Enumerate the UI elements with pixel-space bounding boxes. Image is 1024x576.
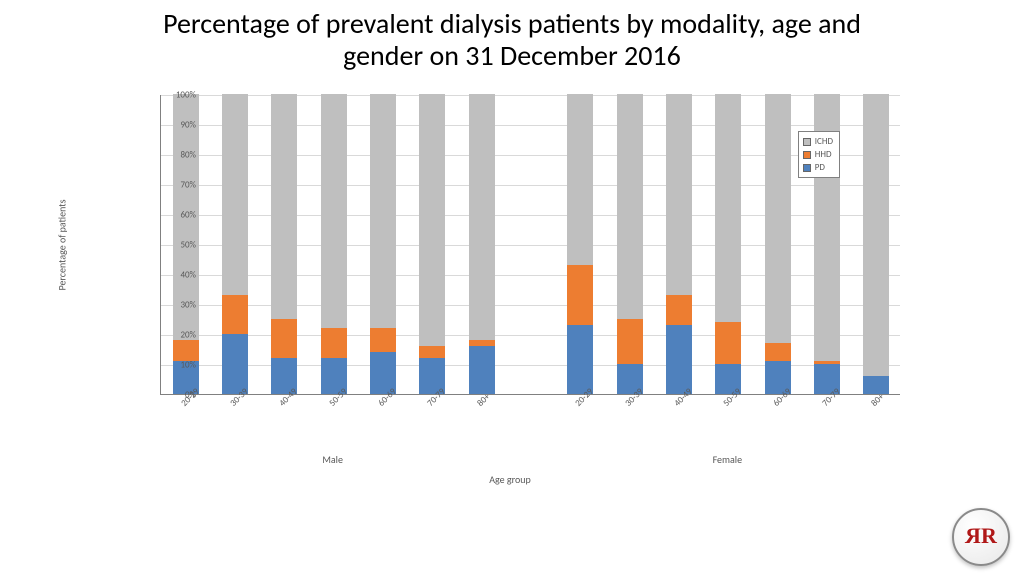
bar-column <box>617 94 643 394</box>
bar-column <box>567 94 593 394</box>
bar-column <box>863 94 889 394</box>
bar-segment-ichd <box>863 94 889 376</box>
y-tick-label: 90% <box>160 120 196 131</box>
bar-segment-hhd <box>469 340 495 346</box>
bar-column <box>419 94 445 394</box>
legend-item-pd: PD <box>803 161 833 174</box>
y-tick-label: 20% <box>160 330 196 341</box>
y-axis-label: Percentage of patients <box>56 199 69 290</box>
bar-segment-hhd <box>814 361 840 364</box>
bar-segment-ichd <box>617 94 643 319</box>
bar-segment-ichd <box>222 94 248 295</box>
bars-layer <box>161 95 900 394</box>
bar-segment-pd <box>666 325 692 394</box>
legend-swatch <box>803 151 811 159</box>
bar-segment-ichd <box>765 94 791 343</box>
bar-segment-hhd <box>321 328 347 358</box>
group-label: Female <box>677 453 777 466</box>
bar-segment-hhd <box>419 346 445 358</box>
bar-column <box>765 94 791 394</box>
bar-segment-hhd <box>271 319 297 358</box>
logo-glyph: RR <box>967 523 995 549</box>
chart-container: Percentage of patients ICHDHHDPD 0%10%20… <box>120 95 900 435</box>
y-tick-label: 10% <box>160 360 196 371</box>
legend-label: PD <box>815 161 825 174</box>
plot-area: ICHDHHDPD <box>160 95 900 395</box>
bar-column <box>469 94 495 394</box>
bar-segment-pd <box>863 376 889 394</box>
legend-item-ichd: ICHD <box>803 135 833 148</box>
bar-column <box>271 94 297 394</box>
title-line-1: Percentage of prevalent dialysis patient… <box>163 6 861 41</box>
bar-segment-hhd <box>173 340 199 361</box>
y-tick-label: 40% <box>160 270 196 281</box>
bar-segment-hhd <box>567 265 593 325</box>
bar-segment-ichd <box>469 94 495 340</box>
bar-segment-ichd <box>715 94 741 322</box>
bar-segment-hhd <box>617 319 643 364</box>
bar-column <box>222 94 248 394</box>
bar-segment-hhd <box>765 343 791 361</box>
bar-segment-hhd <box>222 295 248 334</box>
legend-label: HHD <box>815 148 832 161</box>
group-label: Male <box>283 453 383 466</box>
title-line-2: gender on 31 December 2016 <box>343 38 681 73</box>
bar-segment-ichd <box>567 94 593 265</box>
y-tick-label: 60% <box>160 210 196 221</box>
bar-column <box>715 94 741 394</box>
bar-segment-ichd <box>666 94 692 295</box>
y-tick-label: 80% <box>160 150 196 161</box>
y-tick-label: 100% <box>160 90 196 101</box>
bar-column <box>666 94 692 394</box>
legend-item-hhd: HHD <box>803 148 833 161</box>
legend-label: ICHD <box>815 135 833 148</box>
bar-segment-pd <box>567 325 593 394</box>
renal-registry-logo: RR <box>952 508 1010 566</box>
bar-segment-hhd <box>666 295 692 325</box>
bar-segment-ichd <box>370 94 396 328</box>
bar-column <box>370 94 396 394</box>
x-axis-label: Age group <box>489 473 530 486</box>
bar-segment-ichd <box>419 94 445 346</box>
bar-segment-pd <box>222 334 248 394</box>
y-tick-label: 70% <box>160 180 196 191</box>
bar-segment-ichd <box>271 94 297 319</box>
y-tick-label: 30% <box>160 300 196 311</box>
legend: ICHDHHDPD <box>798 131 840 178</box>
bar-segment-pd <box>469 346 495 394</box>
page-title: Percentage of prevalent dialysis patient… <box>0 0 1024 72</box>
y-tick-label: 50% <box>160 240 196 251</box>
legend-swatch <box>803 164 811 172</box>
bar-column <box>321 94 347 394</box>
bar-segment-ichd <box>321 94 347 328</box>
legend-swatch <box>803 138 811 146</box>
bar-segment-hhd <box>715 322 741 364</box>
bar-segment-hhd <box>370 328 396 352</box>
